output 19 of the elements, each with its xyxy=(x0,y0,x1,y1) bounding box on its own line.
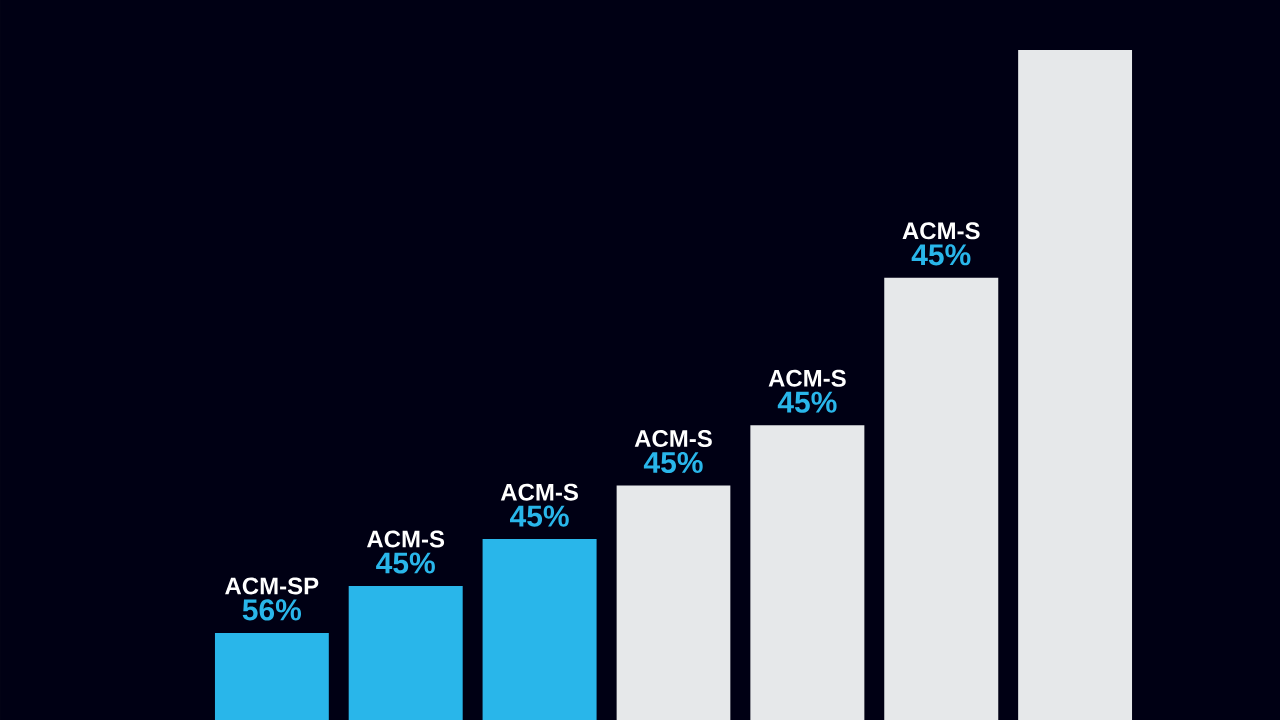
bar xyxy=(884,277,999,720)
bar xyxy=(214,632,329,720)
annotation: 45% xyxy=(510,505,569,527)
x-tick-label: ACM-S xyxy=(634,430,712,448)
annotation: 45% xyxy=(777,391,837,413)
annotation: 56% xyxy=(242,599,302,621)
x-tick-label: ACM-S xyxy=(500,483,578,501)
bar xyxy=(348,586,463,720)
annotation: 45% xyxy=(911,244,971,266)
x-tick-label: ACM-S xyxy=(768,369,846,387)
bar xyxy=(616,485,731,720)
annotation: 45% xyxy=(643,451,703,474)
annotation: 45% xyxy=(376,552,435,574)
x-tick-label: ACM-S xyxy=(902,222,980,240)
x-tick-label: ACM-SP xyxy=(225,577,319,595)
bar xyxy=(482,539,597,720)
x-tick-label: ACM-S xyxy=(366,530,445,548)
bar xyxy=(1018,50,1133,720)
bar xyxy=(750,425,865,720)
